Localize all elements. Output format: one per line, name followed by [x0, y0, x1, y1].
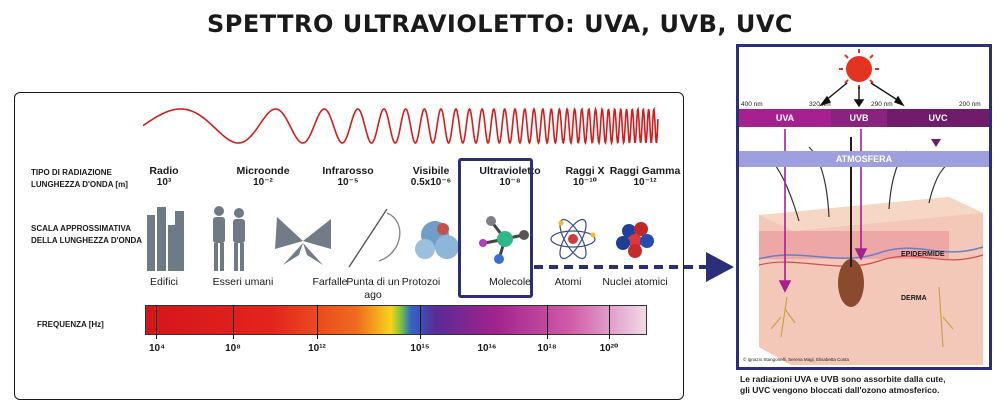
freq-tick: [420, 305, 421, 339]
col-radio: Radio 10³: [149, 165, 179, 188]
col-xray: Raggi X 10⁻¹⁰: [565, 165, 605, 188]
sun-icon: [839, 49, 879, 89]
uvc-band: UVC: [887, 109, 989, 127]
ultraviolet-highlight-box: [458, 158, 533, 298]
freq-tick: [317, 305, 318, 339]
type-row-label: TIPO DI RADIAZIONE LUNGHEZZA D'ONDA [m]: [31, 168, 128, 189]
dermis-label: DERMA: [901, 295, 927, 302]
uv-skin-illustration: [758, 49, 984, 365]
scale-illustrations: [147, 206, 654, 271]
object-humans-label: Esseri umani: [212, 276, 274, 288]
freq-label: 10¹⁵: [410, 343, 430, 354]
uv-skin-panel: 400 nm 320 nm 290 nm 200 nm UVA UVB UVC …: [736, 44, 992, 370]
freq-label: 10⁴: [148, 343, 166, 354]
connector-arrow: [534, 252, 734, 282]
nm-label-200: 200 nm: [959, 101, 981, 108]
col-infrared: Infrarosso 10⁻⁵: [322, 165, 374, 188]
freq-label: 10⁸: [225, 343, 241, 354]
atmosphere-band: ATMOSFERA: [739, 151, 989, 167]
frequency-bar: [145, 305, 647, 335]
col-ultraviolet: Ultravioletto 10⁻⁸: [479, 165, 541, 188]
scale-row-label: SCALA APPROSSIMATIVA DELLA LUNGHEZZA D'O…: [31, 224, 143, 245]
atom-icon: [550, 218, 596, 260]
freq-label: 10¹⁸: [537, 343, 557, 354]
epidermis-label: EPIDERMIDE: [901, 251, 945, 258]
object-butterflies-label: Farfalle: [312, 276, 348, 288]
freq-label: 10¹⁶: [477, 343, 497, 354]
nm-label-290: 290 nm: [871, 101, 893, 108]
freq-tick: [547, 305, 548, 339]
arrow-head-icon: [706, 252, 734, 282]
col-gamma: Raggi Gamma 10⁻¹²: [609, 165, 681, 188]
page-title: SPETTRO ULTRAVIOLETTO: UVA, UVB, UVC: [206, 10, 794, 38]
credit-text: © Ignazio Stangonelli, Serena Magi, Elis…: [743, 357, 849, 362]
freq-tick: [609, 305, 610, 339]
col-visible: Visibile 0.5x10⁻⁶: [410, 165, 452, 188]
needle-icon: [348, 208, 401, 268]
protozoa-icon: [415, 221, 459, 259]
caption: Le radiazioni UVA e UVB sono assorbite d…: [740, 374, 946, 395]
object-protozoa-label: Protozoi: [401, 276, 441, 288]
object-buildings-label: Edifici: [149, 276, 178, 288]
freq-label: 10¹²: [308, 343, 326, 354]
freq-tick: [233, 305, 234, 339]
col-microwave: Microonde 10⁻²: [236, 165, 290, 188]
butterfly-icon: [275, 217, 331, 265]
molecule-icon: [479, 216, 529, 264]
object-molecules-label: Molecole: [488, 276, 532, 288]
skin-cross-section: [758, 137, 984, 365]
humans-icon: [213, 206, 245, 271]
uvb-band: UVB: [831, 109, 887, 127]
frequency-row-label: FREQUENZA [Hz]: [37, 320, 104, 329]
object-atoms-label: Atomi: [554, 276, 582, 288]
uva-band: UVA: [739, 109, 831, 127]
buildings-icon: [147, 207, 184, 271]
object-nuclei-label: Nuclei atomici: [602, 276, 668, 288]
freq-label: 10²⁰: [599, 343, 619, 354]
object-needle-label: Punta di un ago: [346, 276, 400, 301]
freq-tick: [156, 305, 157, 339]
nm-label-400: 400 nm: [741, 101, 763, 108]
wave-graphic: [143, 106, 659, 146]
em-spectrum-panel: TIPO DI RADIAZIONE LUNGHEZZA D'ONDA [m] …: [14, 92, 684, 400]
nm-label-320: 320 nm: [809, 101, 831, 108]
nucleus-icon: [616, 222, 654, 258]
